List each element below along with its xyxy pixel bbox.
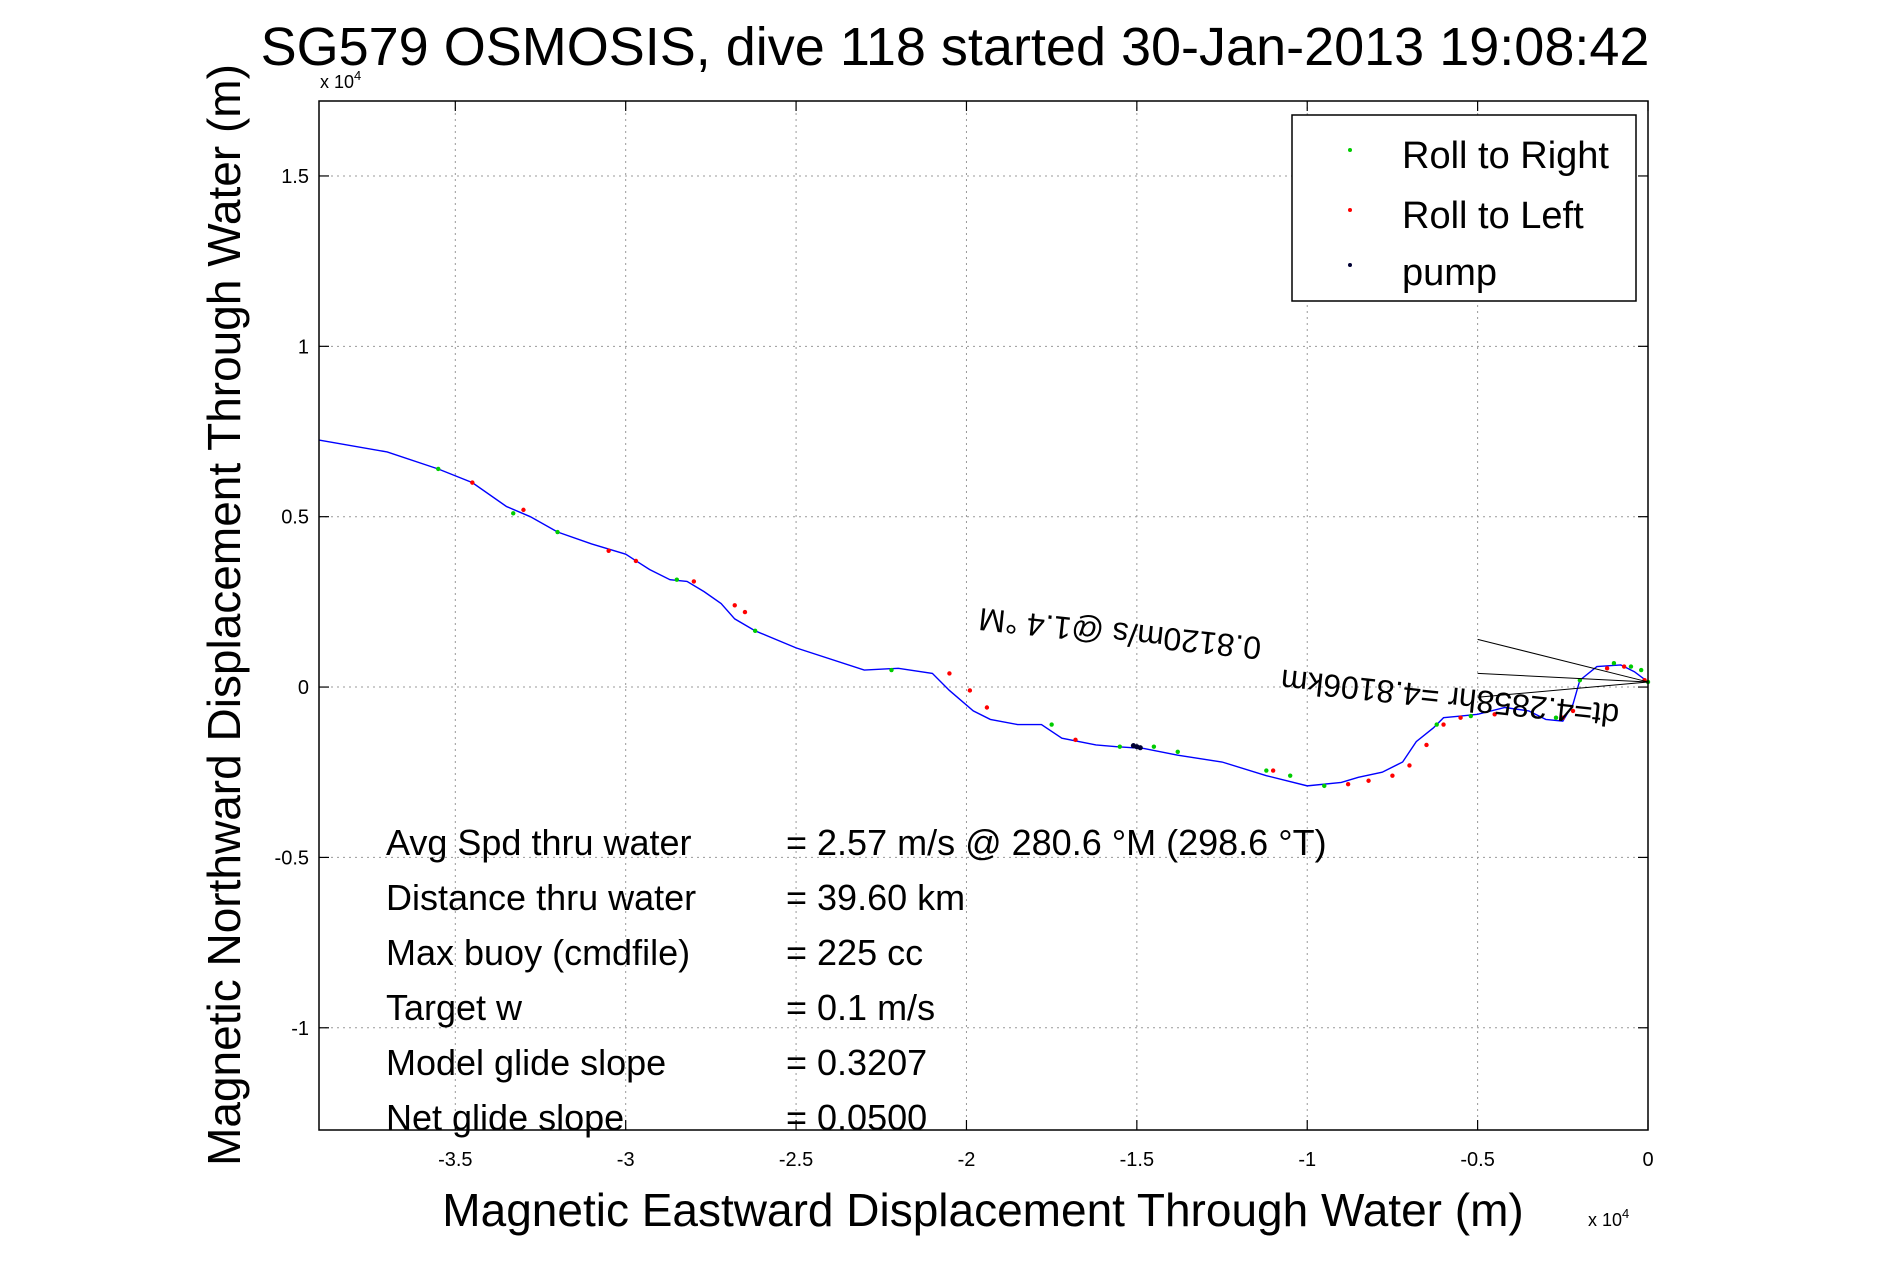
roll-right-point — [1611, 661, 1617, 666]
roll-left-point — [1390, 773, 1395, 778]
roll-right-point — [1628, 664, 1634, 669]
roll-left-point — [633, 558, 639, 564]
x-tick-label: -3 — [617, 1149, 635, 1171]
x-tick-label: -1.5 — [1120, 1149, 1154, 1171]
stat-label: Avg Spd thru water — [386, 822, 692, 863]
stat-value: = 225 cc — [786, 932, 923, 973]
roll-right-point — [1553, 715, 1559, 720]
y-tick-label: -1 — [291, 1018, 309, 1040]
y-multiplier: x 104 — [320, 68, 361, 92]
roll-right-point — [1117, 744, 1123, 749]
roll-left-point — [1621, 664, 1627, 669]
roll-right-point — [1434, 722, 1439, 727]
chart-title: SG579 OSMOSIS, dive 118 started 30-Jan-2… — [261, 17, 1650, 77]
y-tick-label: 0.5 — [281, 507, 309, 529]
y-tick-label: 1 — [298, 336, 309, 358]
ticks-layer: -3.5 -3 -2.5 -2 -1.5 -1 -0.5 0 -1 -0.5 0 0.5 1 1.5 — [275, 101, 1654, 1171]
x-tick-label: -3.5 — [438, 1149, 472, 1171]
heading-reference-line — [1477, 638, 1649, 683]
x-tick-label: -1 — [1298, 1149, 1316, 1171]
x-multiplier: x 104 — [1588, 1206, 1629, 1230]
y-tick-label: -0.5 — [275, 847, 309, 869]
roll-right-point — [511, 511, 516, 516]
roll-left-point — [967, 688, 973, 693]
roll-left-point — [1458, 715, 1463, 720]
roll-left-point — [1270, 768, 1276, 773]
y-tick-label: 0 — [298, 677, 309, 699]
roll-right-point — [1577, 678, 1583, 683]
legend-label-pump: pump — [1402, 252, 1497, 294]
roll-left-point — [521, 507, 526, 513]
roll-right-point — [1264, 768, 1269, 773]
stat-label: Distance thru water — [386, 877, 696, 918]
roll-left-point — [470, 480, 475, 485]
stat-value: = 39.60 km — [786, 877, 965, 918]
roll-left-point — [1441, 722, 1446, 727]
x-tick-label: -2.5 — [779, 1149, 813, 1171]
stat-label: Net glide slope — [386, 1097, 624, 1138]
roll-right-point — [1151, 744, 1157, 749]
roll-right-point — [1287, 773, 1293, 778]
roll-left-point — [1366, 778, 1371, 783]
x-tick-label: -2 — [958, 1149, 976, 1171]
heading-reference-line — [1477, 681, 1649, 698]
roll-right-point — [1049, 722, 1054, 727]
legend: Roll to Right Roll to Left pump — [1291, 114, 1637, 302]
roll-right-point — [889, 667, 894, 673]
roll-left-point — [1345, 781, 1351, 787]
roll-left-point — [732, 603, 737, 608]
roll-right-point — [1322, 783, 1327, 789]
plot-frame — [318, 100, 1649, 1131]
roll-right-point — [752, 628, 758, 634]
x-axis-label: Magnetic Eastward Displacement Through W… — [442, 1184, 1523, 1236]
stat-label: Target w — [386, 987, 523, 1028]
roll-left-point — [1424, 742, 1429, 748]
legend-label-roll-right: Roll to Right — [1402, 135, 1609, 177]
stat-label: Max buoy (cmdfile) — [386, 932, 690, 973]
roll-left-point — [1560, 715, 1566, 720]
roll-right-point — [1468, 713, 1474, 719]
roll-left-point — [1604, 666, 1610, 671]
roll-left-point — [691, 579, 697, 584]
y-tick-label: 1.5 — [281, 166, 309, 188]
roll-left-point — [1570, 708, 1576, 714]
roll-right-point — [436, 466, 441, 472]
pump-point — [1137, 745, 1143, 751]
y-axis-label: Magnetic Northward Displacement Through … — [198, 64, 250, 1166]
stat-value: = 0.3207 — [786, 1042, 927, 1083]
roll-left-point — [1492, 712, 1497, 717]
stat-label: Model glide slope — [386, 1042, 666, 1083]
roll-left-point — [606, 548, 611, 553]
roll-left-point — [1407, 763, 1412, 768]
x-tick-label: 0 — [1642, 1149, 1653, 1171]
legend-marker-roll-left — [1348, 208, 1352, 212]
legend-marker-roll-right — [1348, 148, 1352, 152]
roll-right-point — [1175, 749, 1180, 754]
roll-right-point — [1638, 667, 1644, 673]
annotation-layer — [1477, 638, 1649, 698]
roll-right-point — [674, 577, 680, 582]
stat-value: = 0.1 m/s — [786, 987, 935, 1028]
roll-left-point — [984, 705, 990, 710]
x-tick-label: -0.5 — [1460, 1149, 1494, 1171]
stats-block: Avg Spd thru water = 2.57 m/s @ 280.6 °M… — [386, 822, 1327, 1138]
roll-right-point — [555, 529, 560, 535]
legend-marker-pump — [1348, 263, 1352, 267]
legend-box — [1291, 114, 1637, 302]
roll-left-point — [742, 609, 748, 615]
roll-left-point — [1073, 737, 1078, 743]
stat-value: = 2.57 m/s @ 280.6 °M (298.6 °T) — [786, 822, 1327, 863]
stat-value: = 0.0500 — [786, 1097, 927, 1138]
legend-label-roll-left: Roll to Left — [1402, 195, 1584, 237]
heading-reference-line — [1477, 672, 1649, 683]
roll-left-point — [947, 671, 952, 676]
